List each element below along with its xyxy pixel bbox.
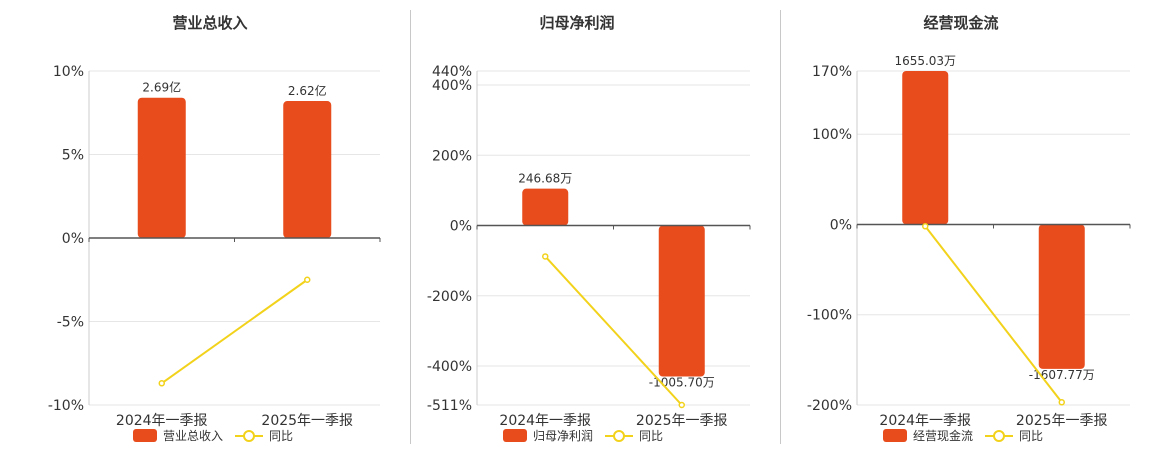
- bar-data-label: -1607.77万: [1029, 368, 1095, 382]
- y-tick-label: -10%: [48, 398, 84, 414]
- chart-title: 归母净利润: [539, 14, 614, 32]
- bar: [658, 225, 705, 377]
- line-point: [1058, 399, 1065, 406]
- bar: [283, 101, 332, 238]
- chart-panel-cashflow: 经营现金流 170% 100% 0% -100% -200% 1655.03万 -1607.7…: [781, 0, 1160, 450]
- panel-divider: [780, 10, 781, 444]
- legend-label-bar: 经营现金流: [913, 428, 973, 443]
- x-category-label: 2024年一季报: [116, 413, 208, 429]
- x-category-label: 2024年一季报: [879, 413, 971, 429]
- legend-label-bar: 归母净利润: [533, 429, 593, 443]
- line-series-yoy: [544, 255, 683, 406]
- line-point: [304, 276, 311, 283]
- line-point: [542, 253, 549, 260]
- y-tick-label: 170%: [812, 64, 852, 80]
- x-category-label: 2025年一季报: [261, 413, 353, 429]
- revenue-chart-svg: 营业总收入 10% 5% 0% -5% -10% 2.69亿 2.62亿 2024年一季报 202…: [48, 14, 381, 443]
- x-category-label: 2024年一季报: [499, 413, 591, 429]
- chart-title: 营业总收入: [172, 14, 247, 32]
- bar-data-label: 2.69亿: [142, 80, 181, 95]
- chart-title: 经营现金流: [923, 14, 998, 32]
- y-tick-label: -5%: [57, 315, 84, 331]
- bar-data-label: 2.62亿: [288, 83, 327, 98]
- y-tick-label: -200%: [427, 289, 472, 305]
- y-tick-label: 200%: [432, 148, 472, 164]
- y-tick-label: 440%: [432, 64, 472, 80]
- line-series-yoy: [924, 225, 1063, 403]
- y-tick-label: 0%: [830, 217, 852, 233]
- line-point: [158, 380, 165, 387]
- chart-panel-revenue: 营业总收入 10% 5% 0% -5% -10% 2.69亿 2.62亿 2024年一季报 202…: [0, 0, 405, 450]
- y-tick-label: 400%: [432, 78, 472, 94]
- legend-swatch-bar: [503, 429, 527, 442]
- line-point: [922, 223, 929, 230]
- legend-label-line: 同比: [1019, 429, 1043, 443]
- line-series-yoy: [161, 278, 308, 385]
- y-tick-label: 5%: [62, 148, 84, 164]
- x-category-label: 2025年一季报: [636, 413, 728, 429]
- y-tick-label: -511%: [427, 398, 472, 414]
- net-profit-chart-svg: 归母净利润 440%400% 200% 0% -200% -400% -511% 246.68…: [427, 14, 751, 443]
- bar-data-label: 1655.03万: [894, 54, 956, 68]
- legend-swatch-marker: [613, 430, 625, 442]
- chart-panel-net-profit: 归母净利润 440% 400% 200% 0% -200% -400% -511% 246.68…: [411, 0, 780, 450]
- legend-swatch-bar: [133, 429, 157, 442]
- y-tick-label: -400%: [427, 359, 472, 375]
- legend-label-line: 同比: [269, 429, 293, 443]
- y-tick-label: 0%: [62, 231, 84, 247]
- line-point: [678, 401, 685, 409]
- bar: [1038, 224, 1085, 369]
- bar: [522, 188, 569, 226]
- y-tick-label: -100%: [807, 308, 852, 324]
- y-tick-label: 100%: [812, 127, 852, 143]
- legend-label-bar: 营业总收入: [163, 429, 223, 443]
- bar: [902, 71, 949, 225]
- y-tick-label: 0%: [450, 219, 472, 235]
- bar: [137, 97, 186, 238]
- x-category-label: 2025年一季报: [1016, 413, 1108, 429]
- legend-swatch-marker: [243, 430, 255, 442]
- panel-divider: [410, 10, 411, 444]
- bar-data-label: 246.68万: [518, 172, 572, 186]
- y-tick-label: 10%: [53, 64, 84, 80]
- legend-label-line: 同比: [639, 429, 663, 443]
- bar-data-label: -1005.70万: [649, 376, 715, 390]
- cashflow-chart-svg: 经营现金流 170% 100% 0% -100% -200% 1655.03万 -1607.7…: [807, 14, 1131, 443]
- legend-swatch-bar: [883, 429, 907, 442]
- legend-swatch-marker: [993, 430, 1005, 442]
- y-tick-label: -200%: [807, 398, 852, 414]
